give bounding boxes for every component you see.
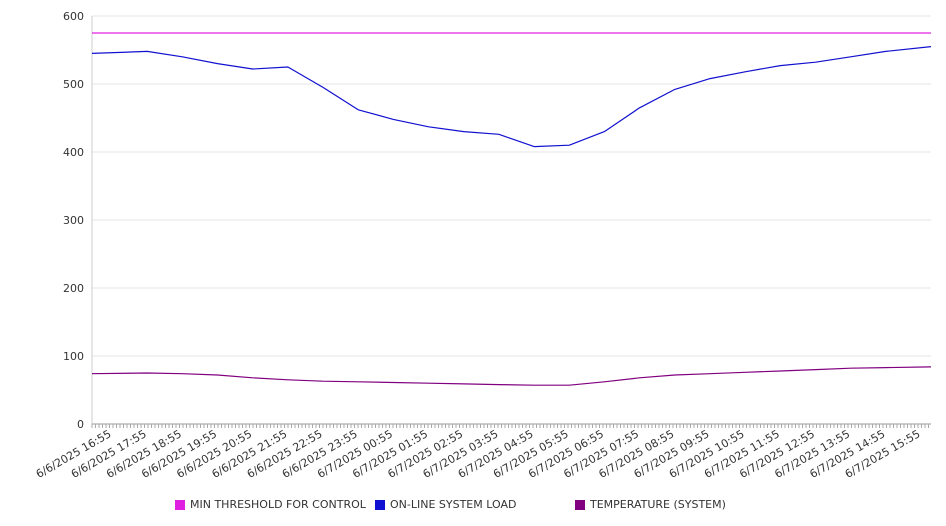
series-lines (91, 32, 932, 386)
legend: MIN THRESHOLD FOR CONTROL ON-LINE SYSTEM… (0, 498, 946, 514)
y-tick-label: 600 (63, 10, 84, 23)
legend-label-temperature: TEMPERATURE (SYSTEM) (590, 498, 726, 511)
series-line-1 (91, 46, 932, 148)
y-tick-label: 200 (63, 282, 84, 295)
legend-swatch-temperature (575, 499, 585, 510)
grid-lines (92, 15, 931, 357)
legend-label-min-threshold: MIN THRESHOLD FOR CONTROL (190, 498, 366, 511)
legend-item-min-threshold: MIN THRESHOLD FOR CONTROL (175, 498, 366, 511)
y-tick-label: 100 (63, 350, 84, 363)
legend-label-online-load: ON-LINE SYSTEM LOAD (390, 498, 517, 511)
axes (91, 16, 931, 428)
x-axis-ticks: 6/6/2025 16:556/6/2025 17:556/6/2025 18:… (34, 427, 923, 481)
legend-swatch-min-threshold (175, 499, 185, 510)
legend-swatch-online-load (375, 499, 385, 510)
y-tick-label: 300 (63, 214, 84, 227)
legend-item-temperature: TEMPERATURE (SYSTEM) (575, 498, 726, 511)
y-axis-ticks: 0 100 200 300 400 500 600 (63, 10, 84, 431)
series-line-2 (91, 366, 932, 386)
y-tick-label: 500 (63, 78, 84, 91)
y-tick-label: 0 (77, 418, 84, 431)
y-tick-label: 400 (63, 146, 84, 159)
legend-item-online-load: ON-LINE SYSTEM LOAD (375, 498, 516, 511)
